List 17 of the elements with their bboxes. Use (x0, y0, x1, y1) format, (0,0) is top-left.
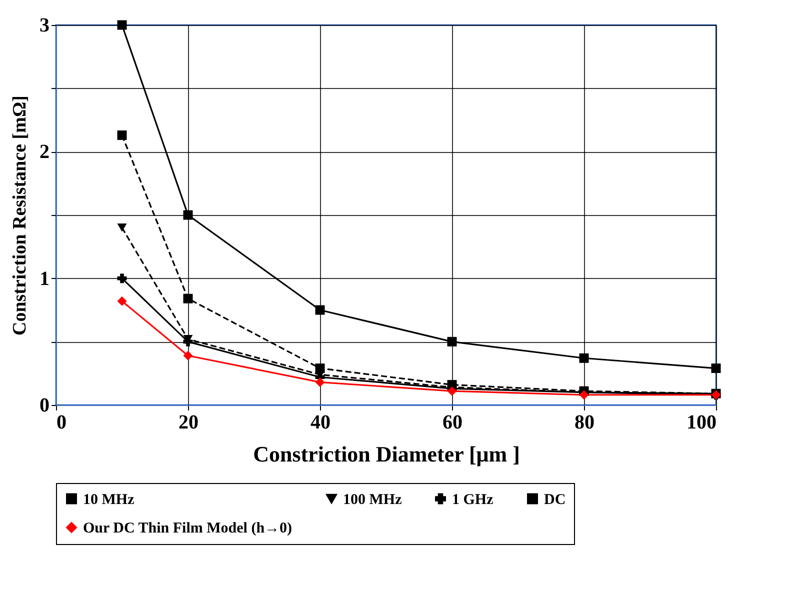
y-tick-label: 0 (40, 394, 50, 416)
x-axis-title: Constriction Diameter [μm ] (253, 442, 520, 466)
x-tick-label: 100 (686, 412, 716, 434)
x-tick-label: 60 (442, 412, 462, 434)
x-tick-label: 20 (178, 412, 198, 434)
legend-label: 100 MHz (343, 492, 402, 508)
x-tick-label: 40 (310, 412, 330, 434)
x-tick-label: 0 (56, 412, 66, 434)
y-axis-title: Constriction Resistance [mΩ] (10, 95, 30, 336)
y-tick-label: 3 (40, 14, 50, 36)
legend-label: 10 MHz (83, 492, 135, 508)
y-tick-label: 2 (40, 141, 50, 164)
legend-label: 1 GHz (452, 492, 494, 508)
x-tick-label: 80 (574, 412, 594, 434)
y-tick-label: 1 (40, 268, 50, 290)
legend-label: Our DC Thin Film Model (h→0) (83, 520, 292, 536)
legend-label: DC (544, 492, 566, 508)
